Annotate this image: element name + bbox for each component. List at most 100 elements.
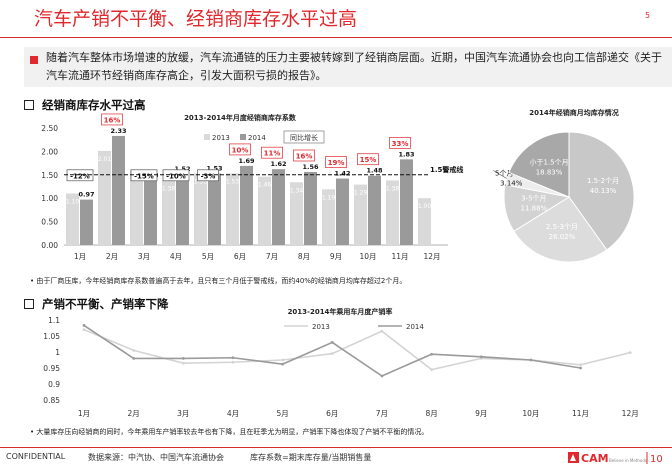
y-tick-label: 1.1 <box>48 316 60 325</box>
line-chart-title: 2013-2014年乘用车月度产销率 <box>288 307 393 316</box>
note-bullet-icon: • <box>30 428 35 436</box>
line-series-2014 <box>83 324 581 377</box>
yoy-label: -10% <box>166 172 186 180</box>
y-tick-label: 1.05 <box>43 332 60 341</box>
pie-slice-value: 3.14% <box>500 179 523 187</box>
y-tick-label: 2.50 <box>41 124 58 133</box>
bar-2013 <box>354 184 367 245</box>
x-tick-label: 4月 <box>227 409 239 418</box>
bar-2013 <box>290 182 303 245</box>
x-tick-label: 7月 <box>376 409 388 418</box>
bar-value-label: 1.42 <box>334 170 350 178</box>
bar-2014 <box>272 169 285 245</box>
bar-value-label: 1.48 <box>366 167 383 175</box>
y-tick-label: 0.85 <box>43 396 60 405</box>
bar-2013 <box>258 176 271 245</box>
x-tick-label: 9月 <box>330 252 342 261</box>
bar-value-label: 0.97 <box>78 191 94 199</box>
yoy-badge <box>229 143 251 156</box>
source-text: 数据来源：中汽协、中国汽车流通协会 <box>88 453 224 462</box>
bar-value-label: 1.19 <box>322 194 336 201</box>
pie-slice-value: 26.02% <box>549 233 576 241</box>
footer-divider <box>0 447 672 448</box>
yoy-badge <box>101 113 123 126</box>
section1-title: 经销商库存水平过高 <box>42 98 146 112</box>
x-tick-label: 1月 <box>78 409 90 418</box>
x-tick-label: 8月 <box>298 252 310 261</box>
bar-value-label: 2.33 <box>110 127 126 135</box>
legend-label: 2014 <box>248 134 266 142</box>
bar-value-label: 1.56 <box>302 163 319 171</box>
y-tick-label: 0.50 <box>41 218 58 227</box>
yoy-legend-box <box>283 130 325 144</box>
y-tick-label: 0.00 <box>41 241 58 250</box>
title-divider <box>0 37 672 38</box>
logo-subtext: Believe in Methods <box>609 458 647 463</box>
warning-line-label: 1.5警戒线 <box>430 165 463 174</box>
yoy-badge <box>389 137 411 149</box>
bar-2014 <box>368 175 381 245</box>
line-point <box>82 328 86 331</box>
section-checkbox-icon <box>24 299 34 309</box>
bar-value-label: 1.29 <box>354 190 368 197</box>
x-tick-label: 7月 <box>266 252 278 261</box>
bar-value-label: 1.38 <box>386 185 400 192</box>
bar-2014 <box>176 173 189 245</box>
line-point <box>430 352 433 356</box>
pie-leader-line <box>493 170 507 179</box>
bar-value-label: 1.62 <box>270 160 286 168</box>
pie-chart-title: 2014年经销商月均库存情况 <box>529 108 618 117</box>
yoy-label: 15% <box>360 156 377 164</box>
yoy-badge <box>261 146 283 159</box>
yoy-badge <box>325 156 347 168</box>
x-tick-label: 4月 <box>170 252 182 261</box>
bar-2014 <box>400 159 413 245</box>
line-point <box>231 356 235 360</box>
bar-2014 <box>144 180 157 245</box>
pie-slice-label: 1.5-2个月 <box>587 177 619 185</box>
x-tick-label: 12月 <box>423 252 440 261</box>
line-point <box>231 360 235 364</box>
line-point <box>380 329 384 333</box>
x-tick-label: 5月 <box>276 409 288 418</box>
pie-slice <box>513 196 608 263</box>
slide-title: 汽车产销不平衡、经销商库存水平过高 <box>34 8 358 30</box>
yoy-label: 33% <box>392 140 409 148</box>
confidential-label: CONFIDENTIAL <box>6 452 66 461</box>
line-point <box>380 374 384 378</box>
section2-title: 产销不平衡、产销率下降 <box>42 297 169 311</box>
bar-2014 <box>336 178 349 245</box>
bar-value-label: 1.83 <box>398 150 414 158</box>
bar-2013 <box>322 189 335 245</box>
x-tick-label: 5月 <box>202 252 214 261</box>
x-tick-label: 2月 <box>128 409 140 418</box>
line-point <box>479 355 483 359</box>
y-tick-label: 0.9 <box>48 380 60 389</box>
pie-slice-label: 2.5-3个月 <box>546 223 578 231</box>
section2-note: • 大量库存压向经销商的同时，今年乘用车产销率较去年也有下降，且在旺季尤为明显，… <box>30 427 428 437</box>
y-tick-label: 1.50 <box>41 171 58 180</box>
line-point <box>132 349 136 352</box>
bar-2013 <box>418 198 431 245</box>
pie-slice-label: 小于1.5个月 <box>529 157 568 166</box>
intro-text: 随着汽车整体市场增速的放缓，汽车流通链的压力主要被转嫁到了经销商层面。近期，中国… <box>46 51 662 82</box>
page-number: 5 <box>645 11 651 20</box>
logo-number: 10 <box>650 454 663 465</box>
bar-chart-title: 2013-2014年月度经销商库存系数 <box>184 113 297 122</box>
bar-2013 <box>386 180 399 245</box>
y-tick-label: 1.00 <box>41 194 58 203</box>
section1-note-text: 由于厂商压库，今年经销商库存系数普遍高于去年，且只有三个月低于警戒线，而约40%… <box>36 277 407 285</box>
legend-swatch <box>204 134 210 140</box>
bar-value-label: 2.01 <box>98 156 112 163</box>
line-point <box>132 357 136 360</box>
bar-2014 <box>208 173 221 245</box>
x-tick-label: 12月 <box>622 409 639 418</box>
pie-slice-label: 3-5个月 <box>521 195 546 203</box>
bar-2014 <box>304 171 317 245</box>
line-point <box>579 366 582 370</box>
x-tick-label: 2月 <box>106 252 118 261</box>
legend-label: 2013 <box>312 323 330 331</box>
line-point <box>281 362 285 366</box>
x-tick-label: 6月 <box>234 252 246 261</box>
x-tick-label: 10月 <box>359 252 376 261</box>
